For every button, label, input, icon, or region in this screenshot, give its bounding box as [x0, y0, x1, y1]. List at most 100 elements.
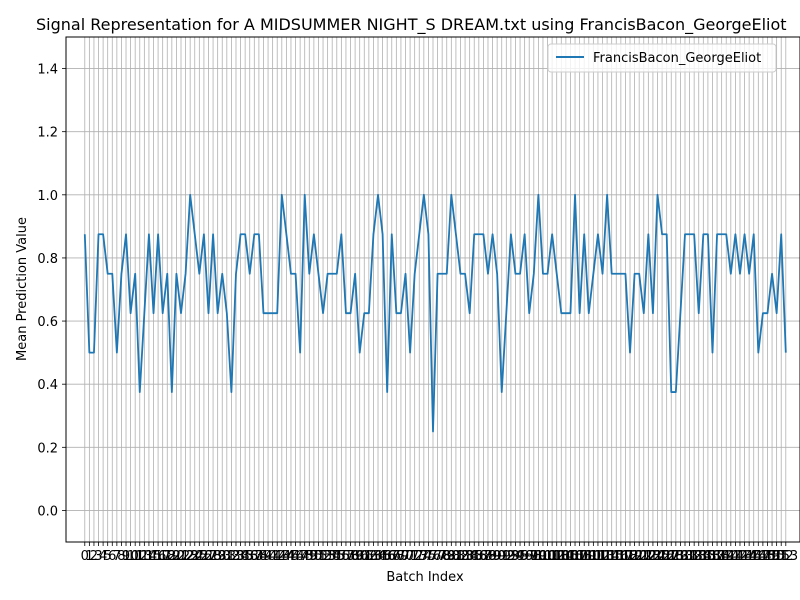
- x-tick-label: 107: [563, 549, 588, 564]
- x-tick-label: 141: [718, 549, 743, 564]
- x-tick-label: 102: [540, 549, 565, 564]
- x-tick-label: 117: [608, 549, 633, 564]
- x-tick-label: 20: [168, 549, 185, 564]
- x-tick-label: 36: [241, 549, 258, 564]
- x-tick-label: 61: [356, 549, 373, 564]
- x-tick-label: 113: [590, 549, 615, 564]
- series-layer: [83, 193, 787, 433]
- x-tick-label: 72: [406, 549, 423, 564]
- x-tick-label: 49: [301, 549, 318, 564]
- x-tick-label: 92: [498, 549, 515, 564]
- x-tick-label: 13: [136, 549, 153, 564]
- legend-box: [547, 43, 777, 73]
- x-tick-label: 139: [709, 549, 734, 564]
- x-tick-label: 29: [209, 549, 226, 564]
- x-tick-label: 100: [531, 549, 556, 564]
- x-tick-label: 25: [191, 549, 208, 564]
- x-tick-label: 120: [622, 549, 647, 564]
- x-tick-label: 40: [260, 549, 277, 564]
- x-tick-label: 1: [85, 549, 93, 564]
- x-tick-label: 76: [425, 549, 442, 564]
- x-tick-label: 119: [618, 549, 643, 564]
- x-tick-label: 59: [347, 549, 364, 564]
- x-tick-label: 8: [117, 549, 125, 564]
- x-tick-label: 136: [695, 549, 720, 564]
- x-tick-label: 115: [599, 549, 624, 564]
- x-tick-label: 91: [493, 549, 510, 564]
- x-tick-label: 26: [196, 549, 213, 564]
- x-tick-label: 106: [558, 549, 583, 564]
- x-tick-label: 133: [682, 549, 707, 564]
- x-tick-label: 97: [521, 549, 538, 564]
- x-tick-label: 66: [379, 549, 396, 564]
- x-tick-label: 127: [654, 549, 679, 564]
- x-grid-lines: [84, 37, 787, 542]
- x-tick-label: 4: [99, 549, 107, 564]
- x-tick-label: 79: [438, 549, 455, 564]
- x-tick-label: 80: [443, 549, 460, 564]
- y-tick-label: 1.2: [37, 126, 58, 141]
- x-tick-label: 9: [122, 549, 130, 564]
- x-tick-label: 34: [232, 549, 249, 564]
- y-tick-label: 0.6: [37, 315, 58, 330]
- x-tick-label: 32: [223, 549, 240, 564]
- x-tick-label: 44: [278, 549, 295, 564]
- x-tick-label: 105: [553, 549, 578, 564]
- x-tick-label: 71: [402, 549, 419, 564]
- x-tick-label: 94: [507, 549, 524, 564]
- x-tick-label: 15: [145, 549, 162, 564]
- x-tick-label: 64: [370, 549, 387, 564]
- x-tick-label: 2: [90, 549, 98, 564]
- x-tick-label: 125: [645, 549, 670, 564]
- x-tick-label: 151: [764, 549, 789, 564]
- x-tick-label: 51: [310, 549, 327, 564]
- x-tick-label: 114: [595, 549, 620, 564]
- x-tick-label: 14: [141, 549, 158, 564]
- x-tick-label: 68: [388, 549, 405, 564]
- x-tick-label: 45: [283, 549, 300, 564]
- x-tick-label: 130: [668, 549, 693, 564]
- x-tick-label: 43: [274, 549, 291, 564]
- x-tick-label: 145: [737, 549, 762, 564]
- x-tick-label: 69: [393, 549, 410, 564]
- x-tick-label: 111: [581, 549, 606, 564]
- x-tick-label: 27: [200, 549, 217, 564]
- x-tick-label: 153: [773, 549, 798, 564]
- x-tick-label: 147: [746, 549, 771, 564]
- x-tick-label: 134: [686, 549, 711, 564]
- x-tick-label: 22: [177, 549, 194, 564]
- x-tick-label: 47: [292, 549, 309, 564]
- y-axis-label: Mean Prediction Value: [15, 217, 30, 361]
- series-line-francisbacon-georgeeliot: [83, 193, 787, 433]
- x-tick-label: 42: [269, 549, 286, 564]
- x-tick-label: 103: [544, 549, 569, 564]
- x-tick-label: 33: [228, 549, 245, 564]
- x-tick-label: 108: [567, 549, 592, 564]
- x-tick-label: 78: [434, 549, 451, 564]
- x-tick-label: 12: [131, 549, 148, 564]
- x-tick-label: 84: [461, 549, 478, 564]
- x-tick-label: 124: [641, 549, 666, 564]
- x-tick-label: 112: [586, 549, 611, 564]
- x-tick-label: 21: [173, 549, 190, 564]
- x-tick-label: 17: [154, 549, 171, 564]
- x-tick-label: 19: [164, 549, 181, 564]
- x-tick-label: 38: [251, 549, 268, 564]
- x-tick-label: 85: [466, 549, 483, 564]
- x-tick-label: 104: [549, 549, 574, 564]
- x-tick-label: 87: [475, 549, 492, 564]
- x-tick-label: 95: [512, 549, 529, 564]
- x-tick-label: 143: [728, 549, 753, 564]
- x-tick-label: 144: [732, 549, 757, 564]
- x-tick-label: 146: [741, 549, 766, 564]
- x-tick-label: 31: [219, 549, 236, 564]
- x-tick-label: 90: [489, 549, 506, 564]
- x-tick-label: 53: [319, 549, 336, 564]
- x-tick-label: 55: [329, 549, 346, 564]
- x-tick-label: 99: [530, 549, 547, 564]
- y-tick-label: 1.4: [37, 63, 58, 78]
- y-axis-ticks: 0.0 0.2 0.4 0.6 0.8 1.0 1.2 1.4: [37, 63, 66, 519]
- x-tick-label: 126: [650, 549, 675, 564]
- y-tick-label: 0.2: [37, 441, 58, 456]
- x-tick-label: 3: [94, 549, 102, 564]
